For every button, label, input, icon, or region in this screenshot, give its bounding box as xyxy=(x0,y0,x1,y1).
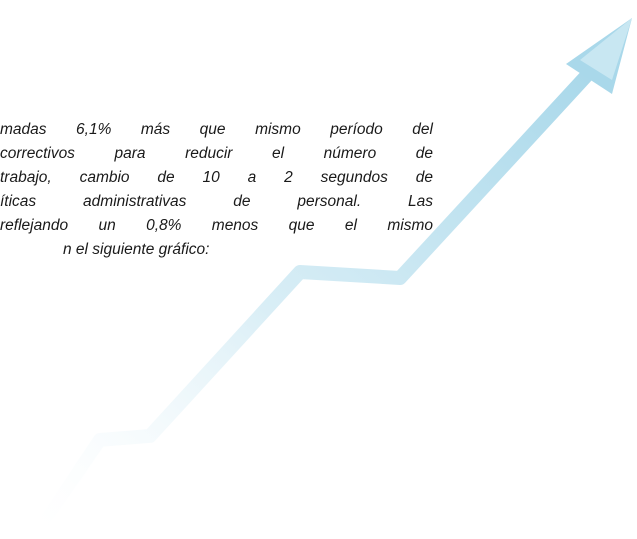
text-line: correctivos para reducir el número de xyxy=(0,144,433,164)
text-line: íticas administrativas de personal. Las xyxy=(0,192,433,212)
text-line: madas 6,1% más que mismo período del xyxy=(0,120,433,140)
text-line: reflejando un 0,8% menos que el mismo xyxy=(0,216,433,236)
arrow-body xyxy=(40,72,590,530)
text-line: trabajo, cambio de 10 a 2 segundos de xyxy=(0,168,433,188)
text-line: n el siguiente gráfico: xyxy=(63,240,209,260)
arrow-graphic xyxy=(0,0,637,539)
page: madas 6,1% más que mismo período del cor… xyxy=(0,0,637,539)
